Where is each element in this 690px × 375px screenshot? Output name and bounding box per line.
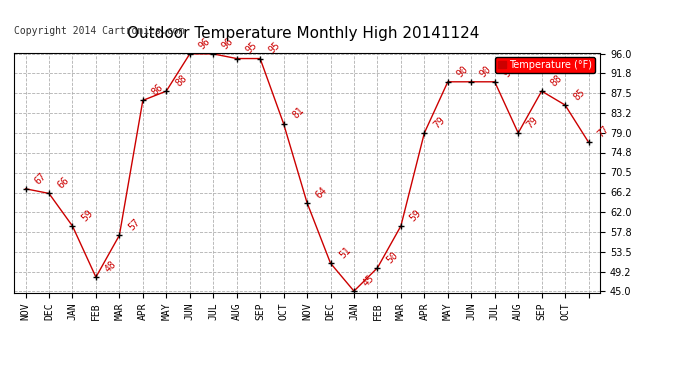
Text: 79: 79 xyxy=(431,115,446,130)
Text: 86: 86 xyxy=(150,82,165,98)
Text: 90: 90 xyxy=(455,64,470,79)
Text: 45: 45 xyxy=(361,273,376,288)
Text: 59: 59 xyxy=(408,208,423,223)
Text: 85: 85 xyxy=(572,87,587,102)
Text: 79: 79 xyxy=(525,115,540,130)
Text: Outdoor Temperature Monthly High 20141124: Outdoor Temperature Monthly High 2014112… xyxy=(128,26,480,41)
Text: Copyright 2014 Cartronics.com: Copyright 2014 Cartronics.com xyxy=(14,26,184,36)
Text: 95: 95 xyxy=(244,40,259,56)
Text: 67: 67 xyxy=(32,171,48,186)
Text: 96: 96 xyxy=(197,36,212,51)
Legend: Temperature (°F): Temperature (°F) xyxy=(495,57,595,73)
Text: 48: 48 xyxy=(103,259,118,274)
Text: 77: 77 xyxy=(595,124,611,140)
Text: 66: 66 xyxy=(56,175,71,190)
Text: 50: 50 xyxy=(384,250,400,265)
Text: 90: 90 xyxy=(502,64,517,79)
Text: 81: 81 xyxy=(290,105,306,121)
Text: 90: 90 xyxy=(478,64,493,79)
Text: 95: 95 xyxy=(267,40,282,56)
Text: 96: 96 xyxy=(220,36,235,51)
Text: 59: 59 xyxy=(79,208,95,223)
Text: 88: 88 xyxy=(173,73,188,88)
Text: 64: 64 xyxy=(314,184,329,200)
Text: 51: 51 xyxy=(337,245,353,260)
Text: 88: 88 xyxy=(549,73,564,88)
Text: 57: 57 xyxy=(126,217,141,232)
